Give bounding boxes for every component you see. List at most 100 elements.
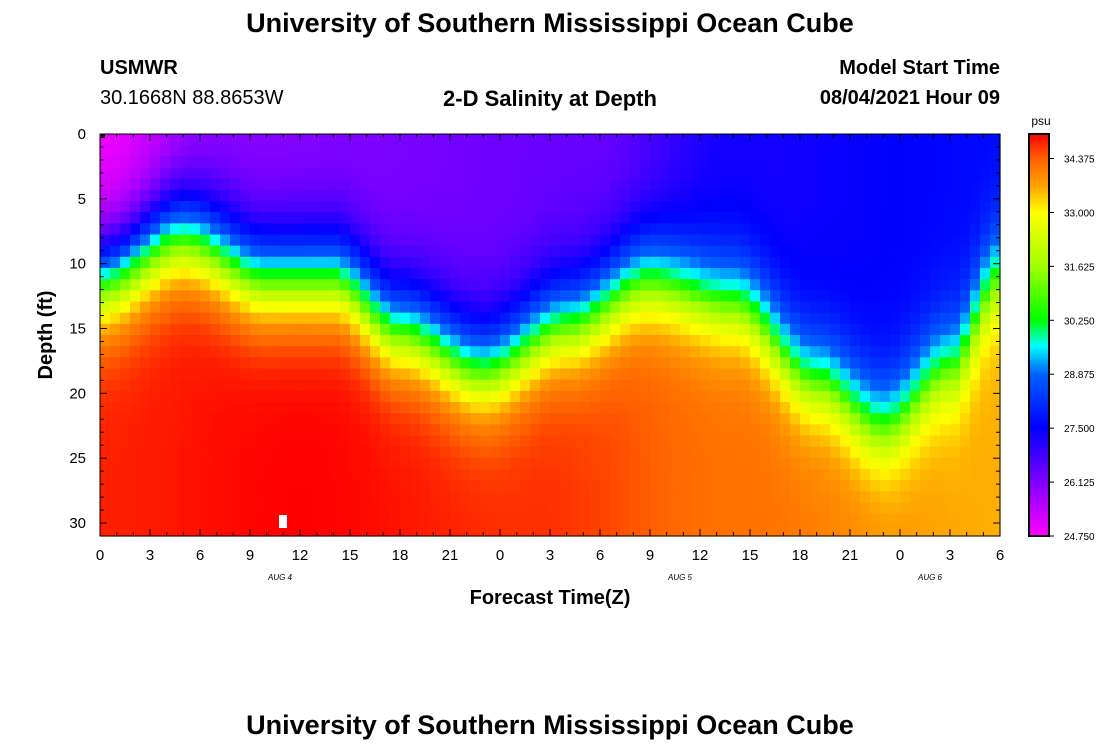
heatmap-cell (330, 279, 341, 291)
heatmap-cell (510, 480, 521, 492)
heatmap-cell (750, 245, 761, 258)
heatmap-cell (160, 335, 171, 347)
heatmap-cell (750, 268, 761, 280)
heatmap-cell (990, 357, 1001, 370)
heatmap-cell (150, 502, 161, 515)
heatmap-cell (200, 469, 211, 481)
heatmap-cell (170, 402, 181, 414)
heatmap-cell (230, 234, 241, 247)
heatmap-cell (430, 335, 441, 347)
heatmap-cell (390, 524, 401, 537)
heatmap-cell (150, 368, 161, 381)
heatmap-cell (190, 379, 201, 392)
heatmap-cell (920, 290, 931, 303)
heatmap-cell (750, 279, 761, 291)
heatmap-cell (660, 323, 671, 336)
heatmap-cell (660, 379, 671, 392)
heatmap-cell (660, 279, 671, 291)
heatmap-cell (280, 178, 291, 191)
heatmap-cell (670, 413, 681, 425)
heatmap-cell (620, 234, 631, 247)
heatmap-cell (220, 245, 231, 258)
heatmap-cell (110, 201, 121, 213)
heatmap-cell (580, 480, 591, 492)
heatmap-cell (450, 156, 461, 169)
heatmap-cell (630, 234, 641, 247)
heatmap-cell (690, 189, 701, 202)
heatmap-cell (420, 201, 431, 213)
heatmap-cell (100, 201, 111, 213)
heatmap-cell (330, 223, 341, 236)
heatmap-cell (810, 457, 821, 470)
heatmap-cell (830, 368, 841, 381)
heatmap-cell (630, 390, 641, 403)
heatmap-cell (780, 301, 791, 314)
heatmap-cell (760, 323, 771, 336)
heatmap-cell (310, 524, 321, 537)
heatmap-cell (160, 491, 171, 504)
heatmap-cell (950, 435, 961, 448)
heatmap-cell (550, 346, 561, 358)
heatmap-cell (130, 502, 141, 515)
heatmap-cell (160, 245, 171, 258)
heatmap-cell (760, 335, 771, 347)
heatmap-cell (460, 223, 471, 236)
heatmap-cell (650, 424, 661, 437)
heatmap-cell (500, 480, 511, 492)
heatmap-cell (600, 290, 611, 303)
heatmap-cell (210, 290, 221, 303)
heatmap-cell (980, 201, 991, 213)
heatmap-cell (170, 268, 181, 280)
heatmap-cell (400, 513, 411, 526)
heatmap-cell (490, 457, 501, 470)
heatmap-cell (700, 480, 711, 492)
heatmap-cell (210, 245, 221, 258)
heatmap-cell (160, 323, 171, 336)
heatmap-cell (460, 234, 471, 247)
heatmap-cell (130, 323, 141, 336)
heatmap-cell (950, 469, 961, 481)
heatmap-cell (650, 312, 661, 325)
heatmap-cell (510, 346, 521, 358)
heatmap-cell (560, 513, 571, 526)
heatmap-cell (600, 212, 611, 224)
heatmap-cell (640, 156, 651, 169)
station-coordinates: 30.1668N 88.8653W (100, 87, 284, 109)
heatmap-cell (570, 446, 581, 459)
heatmap-cell (210, 390, 221, 403)
heatmap-cell (110, 502, 121, 515)
heatmap-cell (990, 189, 1001, 202)
heatmap-cell (170, 390, 181, 403)
heatmap-cell (320, 279, 331, 291)
heatmap-cell (870, 178, 881, 191)
heatmap-cell (600, 346, 611, 358)
heatmap-cell (170, 357, 181, 370)
heatmap-cell (310, 368, 321, 381)
heatmap-cell (370, 346, 381, 358)
heatmap-cell (950, 457, 961, 470)
heatmap-cell (650, 524, 661, 537)
heatmap-cell (510, 323, 521, 336)
heatmap-cell (220, 402, 231, 414)
heatmap-cell (690, 446, 701, 459)
heatmap-cell (240, 134, 251, 146)
heatmap-cell (830, 390, 841, 403)
heatmap-cell (950, 323, 961, 336)
heatmap-cell (940, 357, 951, 370)
heatmap-cell (210, 301, 221, 314)
heatmap-cell (360, 268, 371, 280)
heatmap-cell (750, 212, 761, 224)
heatmap-cell (590, 524, 601, 537)
heatmap-cell (260, 256, 271, 269)
heatmap-cell (370, 290, 381, 303)
heatmap-cell (820, 368, 831, 381)
heatmap-cell (940, 189, 951, 202)
heatmap-cell (120, 134, 131, 146)
heatmap-cell (470, 457, 481, 470)
heatmap-cell (490, 134, 501, 146)
heatmap-cell (110, 346, 121, 358)
heatmap-cell (700, 469, 711, 481)
heatmap-cell (400, 480, 411, 492)
heatmap-cell (810, 402, 821, 414)
heatmap-cell (970, 301, 981, 314)
